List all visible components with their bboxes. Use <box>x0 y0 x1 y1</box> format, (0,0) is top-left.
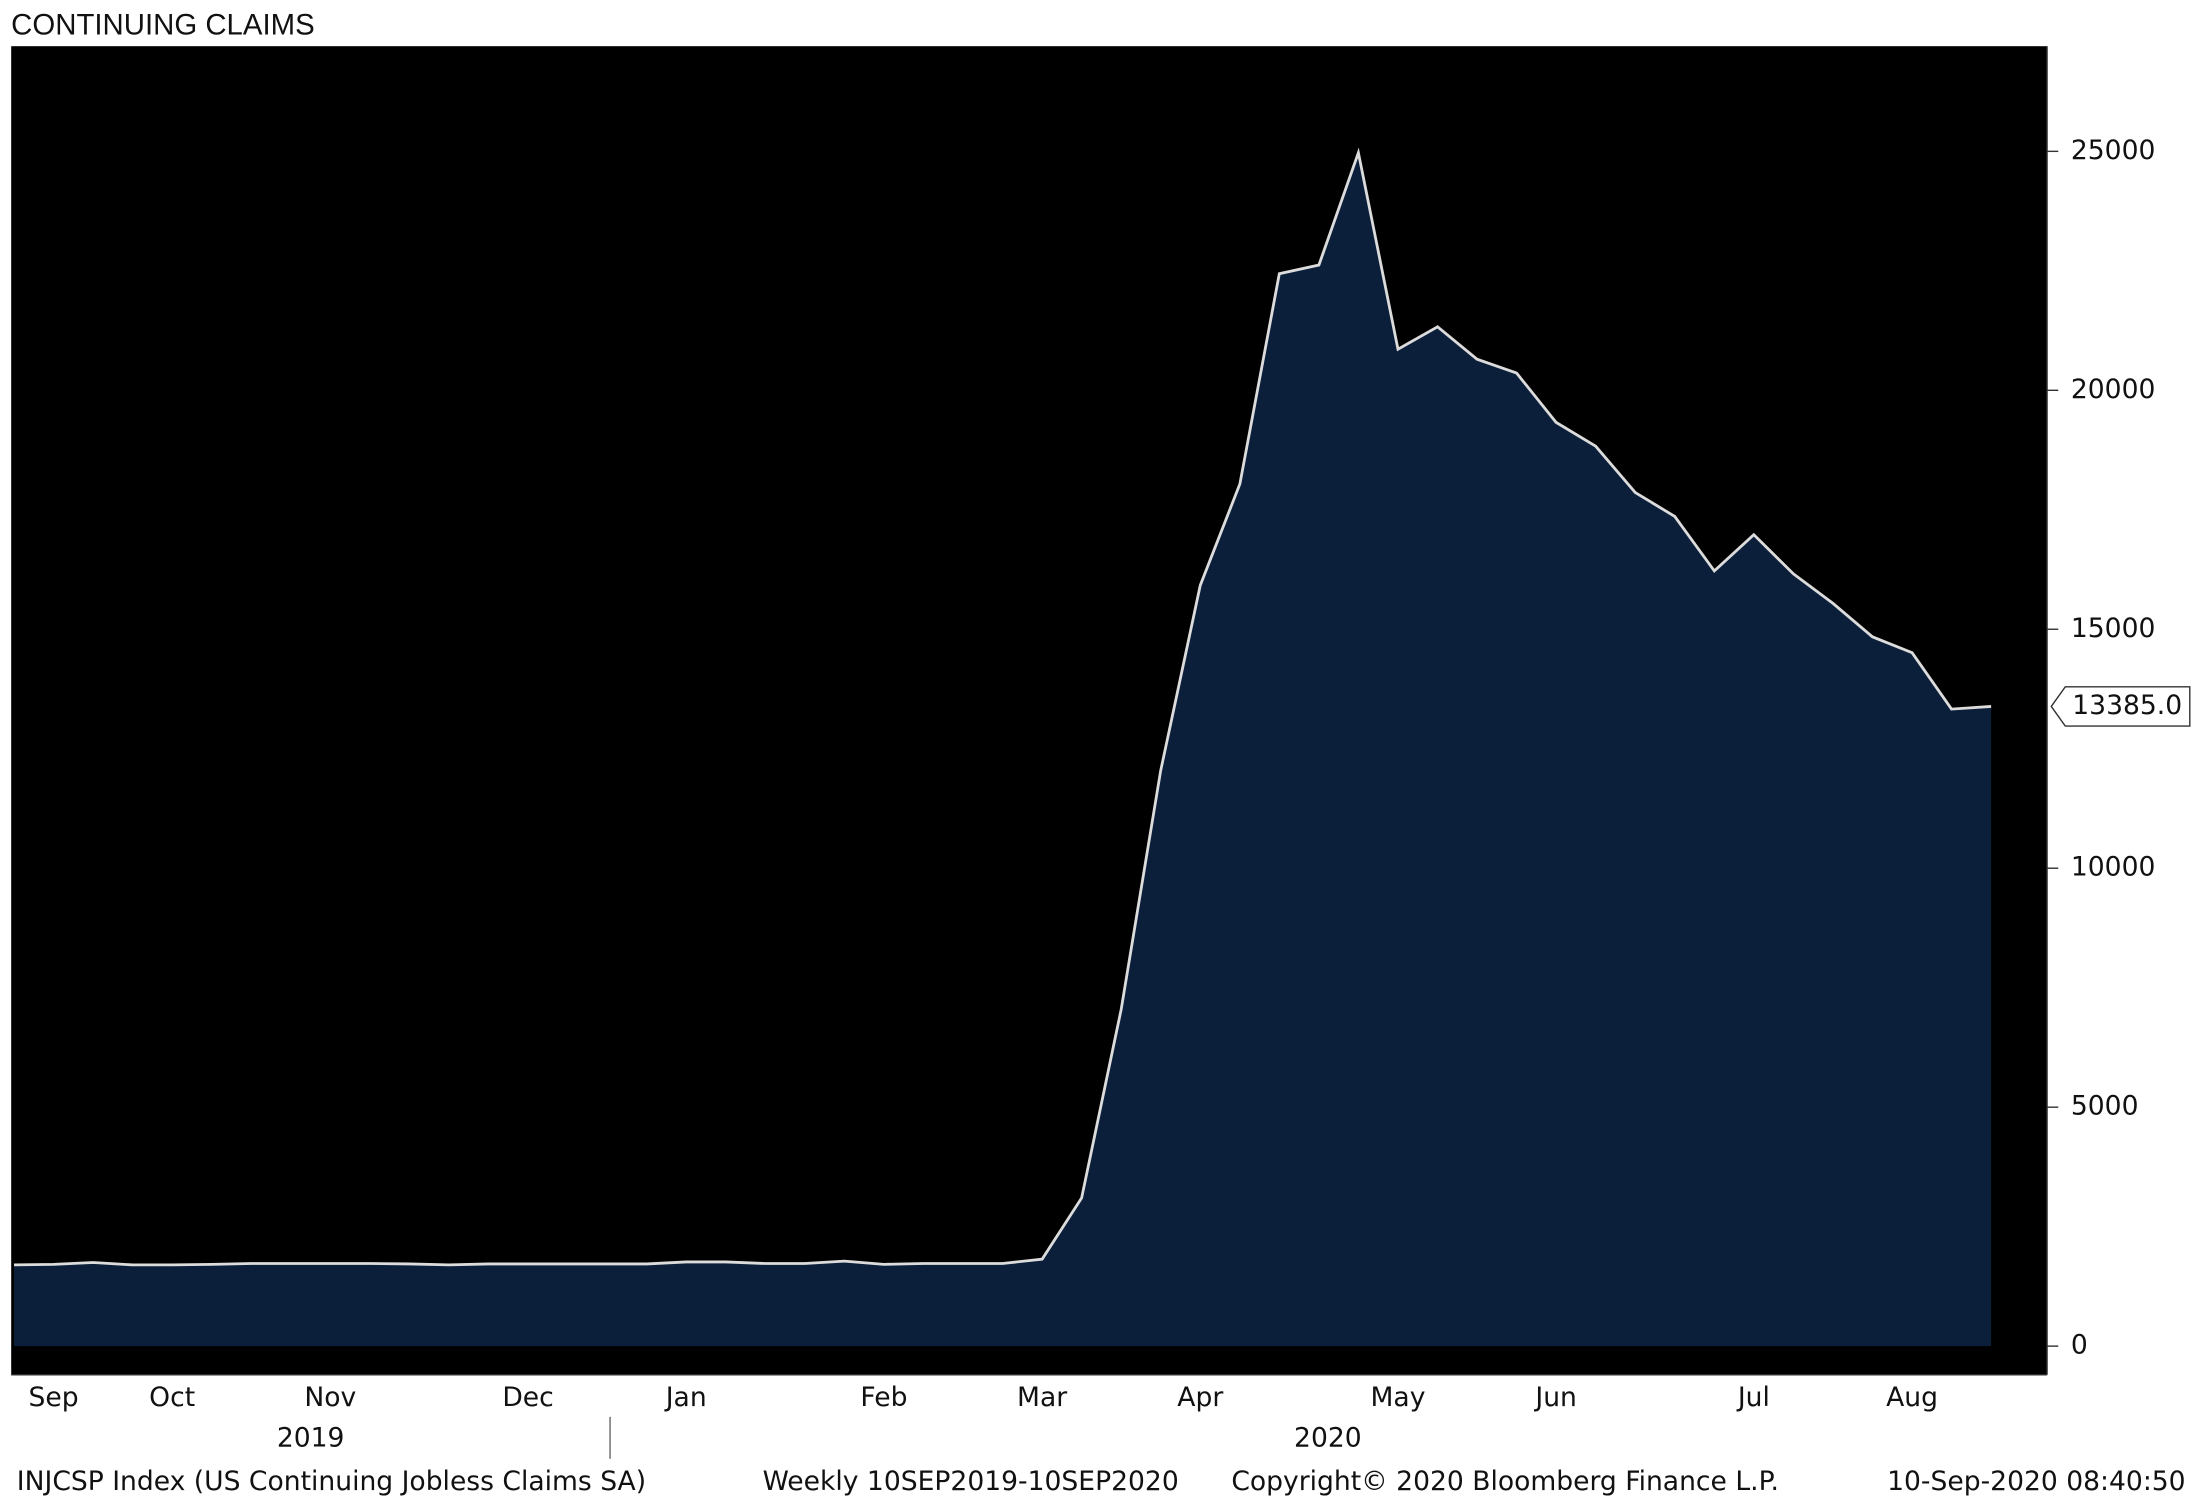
y-tick-label: 5000 <box>2071 1091 2139 1122</box>
last-value-box <box>2050 686 2191 727</box>
line <box>13 147 1992 1267</box>
year-label: 2020 <box>1294 1423 1362 1454</box>
x-tick-label: Aug <box>1886 1382 1938 1413</box>
y-tick-label: 10000 <box>2071 852 2156 883</box>
x-tick-label: Nov <box>304 1382 356 1413</box>
x-tick-label: Dec <box>502 1382 553 1413</box>
x-tick-label: Sep <box>28 1382 78 1413</box>
y-tick-label: 20000 <box>2071 374 2156 405</box>
x-tick-label: Feb <box>860 1382 907 1413</box>
chart-title: CONTINUING CLAIMS <box>11 8 314 41</box>
x-tick-label: Jun <box>1533 1382 1577 1413</box>
footer-copyright: Copyright© 2020 Bloomberg Finance L.P. <box>1231 1466 1779 1497</box>
last-value-label: 13385.0 <box>2072 690 2182 721</box>
x-tick-label: Mar <box>1017 1382 1067 1413</box>
year-label: 2019 <box>277 1423 345 1454</box>
y-tick-label: 15000 <box>2071 613 2156 644</box>
x-tick-label: Jul <box>1736 1382 1770 1413</box>
x-tick-label: Jan <box>664 1382 707 1413</box>
x-tick-label: Oct <box>149 1382 195 1413</box>
footer-range: Weekly 10SEP2019-10SEP2020 <box>763 1466 1179 1497</box>
y-tick-label: 25000 <box>2071 135 2156 166</box>
y-tick-label: 0 <box>2071 1330 2088 1361</box>
footer-ticker: INJCSP Index (US Continuing Jobless Clai… <box>17 1466 646 1497</box>
footer-timestamp: 10-Sep-2020 08:40:50 <box>1887 1466 2185 1497</box>
x-tick-label: May <box>1371 1382 1426 1413</box>
area <box>13 152 1992 1347</box>
x-tick-label: Apr <box>1177 1382 1223 1413</box>
